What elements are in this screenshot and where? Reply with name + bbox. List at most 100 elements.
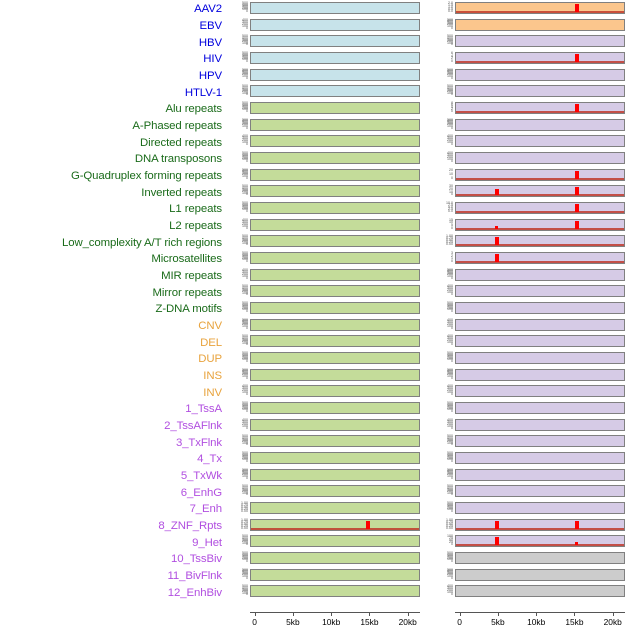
track-7_Enh[interactable] bbox=[455, 502, 625, 514]
track-EBV[interactable] bbox=[250, 18, 420, 31]
y-tick-label: 25 bbox=[449, 540, 453, 545]
track-12_EnhBiv[interactable] bbox=[455, 585, 625, 598]
track-Alu repeats[interactable] bbox=[250, 102, 420, 114]
track-7_Enh[interactable] bbox=[250, 502, 420, 514]
track-11_BivFlnk[interactable] bbox=[250, 568, 420, 581]
track-Microsatellites[interactable] bbox=[250, 252, 420, 264]
track-Low_complexity A/T rich[interactable] bbox=[250, 235, 420, 248]
track-Inverted repeats[interactable] bbox=[455, 185, 625, 198]
track-L1 repeats[interactable] bbox=[455, 202, 625, 214]
track-Inverted repeats[interactable] bbox=[250, 185, 420, 198]
track-AAV2[interactable] bbox=[455, 2, 625, 14]
track-CNV[interactable] bbox=[455, 318, 625, 331]
track-HIV[interactable] bbox=[250, 52, 420, 64]
track-6_EnhG[interactable] bbox=[455, 485, 625, 498]
track-Low_complexity A/T rich[interactable] bbox=[455, 235, 625, 248]
track-1_TssA[interactable] bbox=[455, 402, 625, 414]
y-tick-label: 0 bbox=[246, 442, 248, 447]
track-AAV2[interactable] bbox=[250, 2, 420, 14]
track-panel-left[interactable]: 500 400 300 200 100 0 400 300 200 100 0 500 400 300 20… bbox=[228, 0, 420, 612]
track-1_TssA[interactable] bbox=[250, 402, 420, 414]
y-tick-label: 500 bbox=[242, 184, 248, 189]
track-8_ZNF_Rpts[interactable] bbox=[455, 518, 625, 531]
y-tick-label: 0 bbox=[246, 375, 248, 380]
track-Directed repeats[interactable] bbox=[250, 135, 420, 148]
track-L2 repeats[interactable] bbox=[455, 218, 625, 231]
track-Z-DNA motifs[interactable] bbox=[455, 302, 625, 314]
track-4_Tx[interactable] bbox=[250, 452, 420, 464]
track-2_TssAFlnk[interactable] bbox=[455, 418, 625, 431]
track-9_Het[interactable] bbox=[455, 535, 625, 548]
track-HIV[interactable] bbox=[455, 52, 625, 64]
track-baseline bbox=[456, 544, 624, 547]
y-tick-label: 100 bbox=[242, 440, 248, 445]
y-tick-label: 200 bbox=[447, 355, 453, 360]
track-G-Quadruplex forming repeats[interactable] bbox=[250, 168, 420, 181]
track-3_TxFlnk[interactable] bbox=[250, 435, 420, 448]
track-Mirror repeats[interactable] bbox=[250, 285, 420, 298]
track-CNV[interactable] bbox=[250, 318, 420, 331]
track-4_Tx[interactable] bbox=[455, 452, 625, 464]
track-HPV[interactable] bbox=[250, 68, 420, 81]
track-5_TxWk[interactable] bbox=[250, 468, 420, 481]
track-Directed repeats[interactable] bbox=[455, 135, 625, 148]
y-tick-label: 200 bbox=[447, 505, 453, 510]
track-5_TxWk[interactable] bbox=[455, 468, 625, 481]
track-L1 repeats[interactable] bbox=[250, 202, 420, 214]
track-Alu repeats[interactable] bbox=[455, 102, 625, 114]
y-tick-label: 400 bbox=[242, 469, 248, 474]
track-Mirror repeats[interactable] bbox=[455, 285, 625, 298]
y-tick-label: 300 bbox=[242, 219, 248, 224]
track-G-Quadruplex forming repeats[interactable] bbox=[455, 168, 625, 181]
track-DEL[interactable] bbox=[250, 335, 420, 348]
track-HTLV-1[interactable] bbox=[455, 85, 625, 98]
track-9_Het[interactable] bbox=[250, 535, 420, 548]
track-MIR repeats[interactable] bbox=[455, 268, 625, 281]
track-DNA transposons[interactable] bbox=[455, 152, 625, 164]
y-tick-label: 300 bbox=[242, 204, 248, 209]
track-L2 repeats[interactable] bbox=[250, 218, 420, 231]
track-DUP[interactable] bbox=[455, 352, 625, 364]
track-INS[interactable] bbox=[455, 368, 625, 381]
track-10_TssBiv[interactable] bbox=[455, 552, 625, 564]
track-HPV[interactable] bbox=[455, 68, 625, 81]
track-Microsatellites[interactable] bbox=[455, 252, 625, 264]
track-10_TssBiv[interactable] bbox=[250, 552, 420, 564]
track-A-Phased repeats[interactable] bbox=[250, 118, 420, 131]
track-6_EnhG[interactable] bbox=[250, 485, 420, 498]
y-tick-label: 400 bbox=[447, 119, 453, 124]
y-tick-label: 0 bbox=[246, 542, 248, 547]
y-tick-label: 100 bbox=[447, 457, 453, 462]
track-3_TxFlnk[interactable] bbox=[455, 435, 625, 448]
y-tick-label: 8 bbox=[451, 101, 453, 105]
track-HTLV-1[interactable] bbox=[250, 85, 420, 98]
track-INV[interactable] bbox=[250, 385, 420, 398]
track-EBV[interactable] bbox=[455, 18, 625, 31]
track-HBV[interactable] bbox=[250, 35, 420, 48]
track-background bbox=[250, 2, 420, 14]
row-label-ins: INS bbox=[203, 370, 222, 382]
track-INS[interactable] bbox=[250, 368, 420, 381]
track-Z-DNA motifs[interactable] bbox=[250, 302, 420, 314]
track-12_EnhBiv[interactable] bbox=[250, 585, 420, 598]
x-tick-label: 10kb bbox=[322, 617, 341, 627]
track-DUP[interactable] bbox=[250, 352, 420, 364]
track-2_TssAFlnk[interactable] bbox=[250, 418, 420, 431]
track-11_BivFlnk[interactable] bbox=[455, 568, 625, 581]
y-tick-label: 300 bbox=[447, 70, 453, 75]
track-DEL[interactable] bbox=[455, 335, 625, 348]
y-tick-label: 400 bbox=[242, 202, 248, 207]
track-INV[interactable] bbox=[455, 385, 625, 398]
track-MIR repeats[interactable] bbox=[250, 268, 420, 281]
track-DNA transposons[interactable] bbox=[250, 152, 420, 164]
y-axis: 20 10 0 bbox=[433, 168, 454, 181]
track-HBV[interactable] bbox=[455, 35, 625, 48]
y-tick-label: 0.75 bbox=[446, 236, 453, 241]
track-background bbox=[455, 35, 625, 48]
track-8_ZNF_Rpts[interactable] bbox=[250, 518, 420, 531]
y-tick-label: 300 bbox=[242, 587, 248, 592]
row-label-g-quadruplex-forming-repeats: G-Quadruplex forming repeats bbox=[70, 170, 222, 182]
track-panel-right[interactable]: 2.0 1.5 1.0 0.5 0.0 500 400 300 200 100 0 500 400 300… bbox=[433, 0, 625, 612]
track-A-Phased repeats[interactable] bbox=[455, 118, 625, 131]
y-tick-label: 20 bbox=[449, 186, 453, 191]
